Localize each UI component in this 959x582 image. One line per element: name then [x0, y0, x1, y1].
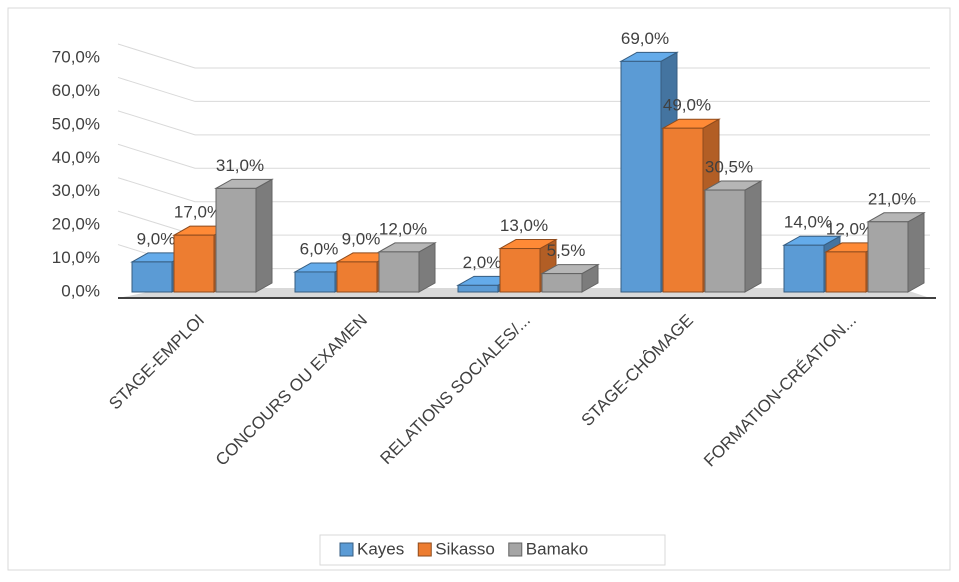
bar: [215, 187, 257, 293]
value-label: 6,0%: [300, 239, 339, 258]
value-label: 13,0%: [500, 216, 548, 235]
bar: [457, 284, 499, 293]
value-label: 5,5%: [547, 241, 586, 260]
bar-side: [744, 180, 762, 293]
bar: [867, 221, 909, 293]
value-label: 17,0%: [174, 203, 222, 222]
bar: [378, 251, 420, 293]
value-label: 69,0%: [621, 29, 669, 48]
bar: [541, 273, 583, 293]
y-tick-label: 40,0%: [52, 148, 100, 167]
y-tick-label: 50,0%: [52, 114, 100, 133]
y-tick-label: 0,0%: [61, 281, 100, 300]
value-label: 9,0%: [342, 229, 381, 248]
bar: [294, 271, 336, 293]
y-tick-label: 10,0%: [52, 248, 100, 267]
y-tick-label: 70,0%: [52, 47, 100, 66]
value-label: 2,0%: [463, 253, 502, 272]
bar: [825, 251, 867, 293]
bar: [783, 244, 825, 293]
bar-side: [255, 178, 273, 293]
legend-label: Kayes: [357, 539, 404, 558]
y-tick-label: 60,0%: [52, 81, 100, 100]
bar: [499, 248, 541, 293]
value-label: 49,0%: [663, 96, 711, 115]
bar: [620, 60, 662, 293]
value-label: 12,0%: [826, 219, 874, 238]
legend-label: Sikasso: [435, 539, 495, 558]
grid-line: [117, 76, 930, 102]
y-tick-label: 30,0%: [52, 181, 100, 200]
grid-line: [117, 43, 930, 69]
bar: [131, 261, 173, 293]
legend-swatch: [339, 542, 354, 557]
y-tick-label: 20,0%: [52, 215, 100, 234]
bar: [704, 189, 746, 293]
legend-label: Bamako: [526, 539, 588, 558]
value-label: 9,0%: [137, 229, 176, 248]
legend-box: [319, 534, 666, 566]
bar-side: [907, 211, 925, 293]
legend-swatch: [417, 542, 432, 557]
bar: [662, 127, 704, 293]
value-label: 30,5%: [705, 158, 753, 177]
value-label: 14,0%: [784, 213, 832, 232]
legend-swatch: [508, 542, 523, 557]
value-label: 12,0%: [379, 219, 427, 238]
bar: [336, 261, 378, 293]
value-label: 21,0%: [868, 189, 916, 208]
value-label: 31,0%: [216, 156, 264, 175]
bar: [173, 234, 215, 293]
